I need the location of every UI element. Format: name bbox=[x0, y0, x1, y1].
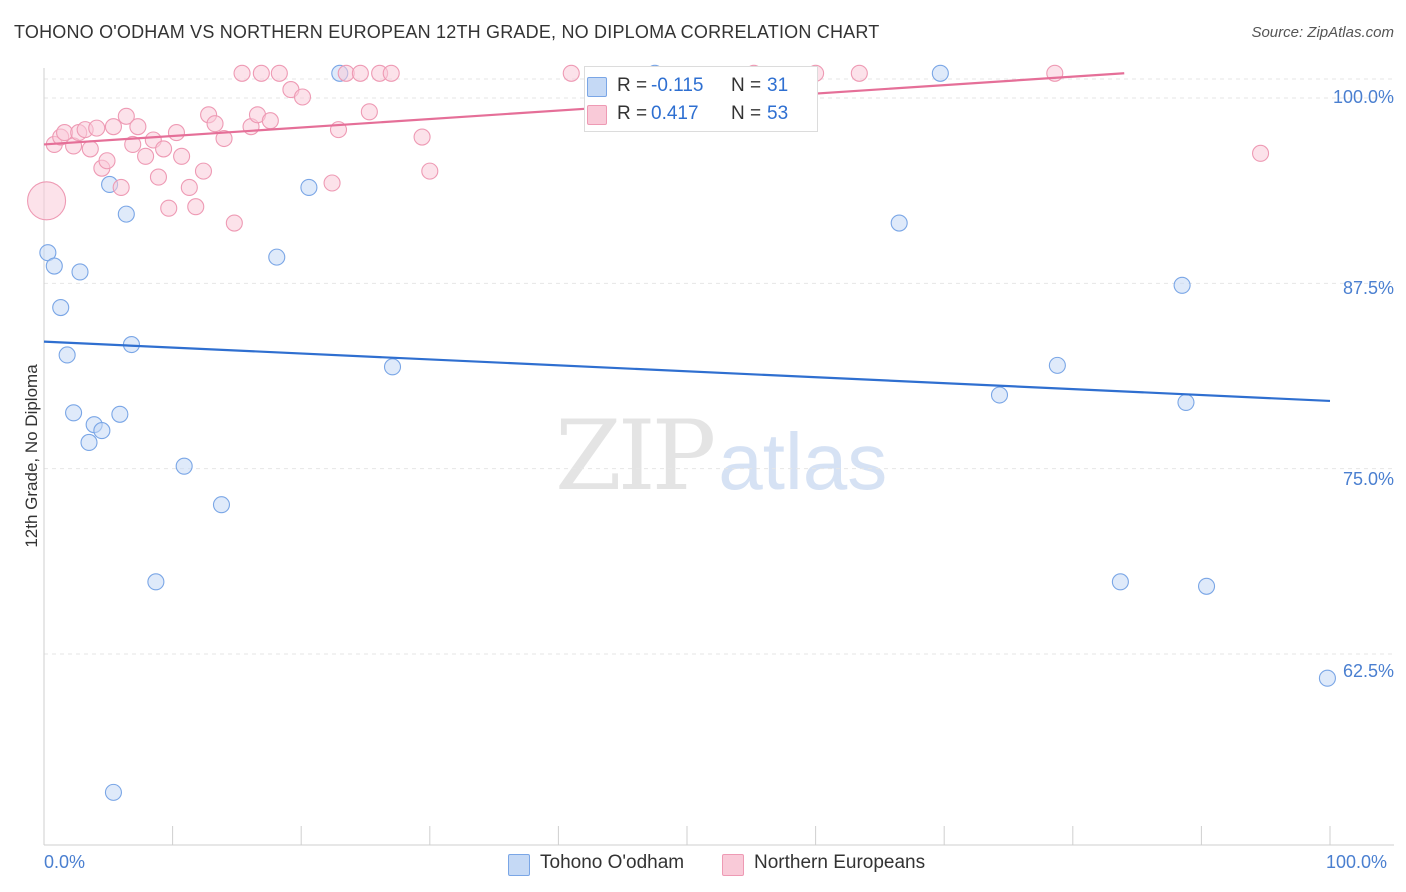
bottom-legend-swatch-pink bbox=[722, 854, 744, 876]
point-northern-europeans bbox=[124, 135, 142, 153]
x-tick-label-min: 0.0% bbox=[44, 852, 86, 872]
watermark: ZIPatlas bbox=[555, 400, 887, 512]
point-tohono-oodham bbox=[990, 386, 1009, 404]
y-tick-label: 100.0% bbox=[1332, 87, 1394, 107]
point-tohono-oodham bbox=[1177, 393, 1195, 411]
point-northern-europeans bbox=[129, 118, 147, 136]
watermark-zip: ZIP bbox=[555, 400, 716, 512]
axes bbox=[43, 68, 1394, 846]
point-tohono-oodham bbox=[117, 205, 135, 223]
point-northern-europeans bbox=[88, 119, 106, 137]
point-northern-europeans bbox=[112, 178, 130, 196]
point-northern-europeans bbox=[98, 152, 116, 170]
point-northern-europeans bbox=[160, 199, 178, 217]
point-tohono-oodham bbox=[80, 433, 98, 452]
legend-n-label: N = bbox=[731, 75, 762, 96]
point-northern-europeans bbox=[194, 162, 213, 180]
point-northern-europeans bbox=[137, 147, 155, 165]
y-axis-title: 12th Grade, No Diploma bbox=[22, 364, 41, 548]
point-northern-europeans bbox=[293, 88, 312, 106]
stats-legend: R = -0.115 N = 31 R = 0.417 N = 53 bbox=[584, 66, 818, 132]
trend-line-tohono-oodham bbox=[43, 340, 1331, 403]
chart-title: TOHONO O'ODHAM VS NORTHERN EUROPEAN 12TH… bbox=[14, 22, 880, 42]
point-northern-europeans bbox=[173, 147, 191, 165]
point-tohono-oodham bbox=[931, 64, 949, 82]
point-northern-europeans bbox=[187, 198, 205, 216]
point-tohono-oodham bbox=[93, 422, 111, 440]
point-northern-europeans bbox=[850, 64, 868, 82]
point-tohono-oodham bbox=[1111, 573, 1129, 591]
point-tohono-oodham bbox=[1318, 669, 1336, 687]
point-northern-europeans bbox=[1252, 144, 1270, 162]
point-northern-europeans bbox=[360, 103, 378, 121]
point-northern-europeans bbox=[562, 64, 580, 82]
x-tick-label-max: 100.0% bbox=[1326, 852, 1388, 872]
point-tohono-oodham bbox=[104, 783, 122, 801]
legend-r-label: R = bbox=[617, 75, 648, 96]
point-tohono-oodham bbox=[175, 457, 193, 475]
point-northern-europeans bbox=[206, 115, 224, 133]
legend-n-value: 53 bbox=[767, 103, 789, 124]
point-tohono-oodham bbox=[58, 346, 76, 364]
point-tohono-oodham bbox=[147, 573, 165, 591]
point-northern-europeans bbox=[104, 118, 122, 136]
gridlines bbox=[44, 78, 1394, 655]
point-northern-europeans bbox=[421, 162, 439, 180]
bottom-legend-swatch-blue bbox=[508, 854, 530, 876]
point-northern-europeans bbox=[215, 129, 233, 148]
legend-n-value: 31 bbox=[767, 75, 789, 96]
legend-swatch-pink bbox=[587, 105, 607, 125]
point-northern-europeans bbox=[225, 214, 243, 232]
legend-swatch-blue bbox=[587, 77, 607, 97]
y-tick-label: 75.0% bbox=[1342, 469, 1394, 489]
point-northern-europeans bbox=[155, 140, 173, 158]
point-northern-europeans bbox=[167, 124, 186, 142]
watermark-atlas: atlas bbox=[718, 417, 888, 506]
point-tohono-oodham bbox=[300, 178, 318, 196]
point-northern-europeans bbox=[180, 178, 198, 196]
point-northern-europeans bbox=[252, 64, 270, 82]
point-tohono-oodham bbox=[111, 405, 129, 423]
legend-r-value: -0.115 bbox=[651, 75, 704, 96]
point-northern-europeans bbox=[351, 64, 369, 82]
point-tohono-oodham bbox=[1197, 577, 1216, 595]
point-tohono-oodham bbox=[1048, 356, 1066, 374]
series-tohono-oodham bbox=[39, 64, 1336, 801]
point-northern-europeans bbox=[81, 140, 99, 158]
point-northern-europeans bbox=[323, 174, 341, 192]
point-tohono-oodham bbox=[71, 263, 89, 281]
point-tohono-oodham bbox=[212, 496, 231, 514]
point-northern-europeans bbox=[270, 64, 288, 82]
point-tohono-oodham bbox=[383, 358, 402, 376]
legend-r-value: 0.417 bbox=[651, 103, 699, 124]
point-northern-europeans bbox=[382, 64, 400, 82]
point-northern-europeans bbox=[149, 168, 168, 186]
source-credit: Source: ZipAtlas.com bbox=[1251, 24, 1394, 41]
point-northern-europeans bbox=[261, 112, 279, 130]
legend-n-label: N = bbox=[731, 103, 762, 124]
point-tohono-oodham bbox=[45, 257, 63, 275]
point-northern-europeans bbox=[27, 181, 67, 221]
point-tohono-oodham bbox=[890, 214, 908, 232]
y-tick-label: 62.5% bbox=[1342, 661, 1394, 681]
point-tohono-oodham bbox=[52, 298, 70, 317]
point-tohono-oodham bbox=[65, 404, 83, 422]
bottom-legend-label: Tohono O'odham bbox=[540, 852, 685, 873]
point-tohono-oodham bbox=[1173, 276, 1191, 294]
legend-r-label: R = bbox=[617, 103, 648, 124]
point-northern-europeans bbox=[233, 64, 251, 82]
y-tick-label: 87.5% bbox=[1342, 278, 1394, 298]
point-tohono-oodham bbox=[268, 248, 286, 266]
bottom-legend-label: Northern Europeans bbox=[754, 852, 926, 873]
point-northern-europeans bbox=[413, 128, 431, 146]
point-northern-europeans bbox=[117, 107, 135, 125]
